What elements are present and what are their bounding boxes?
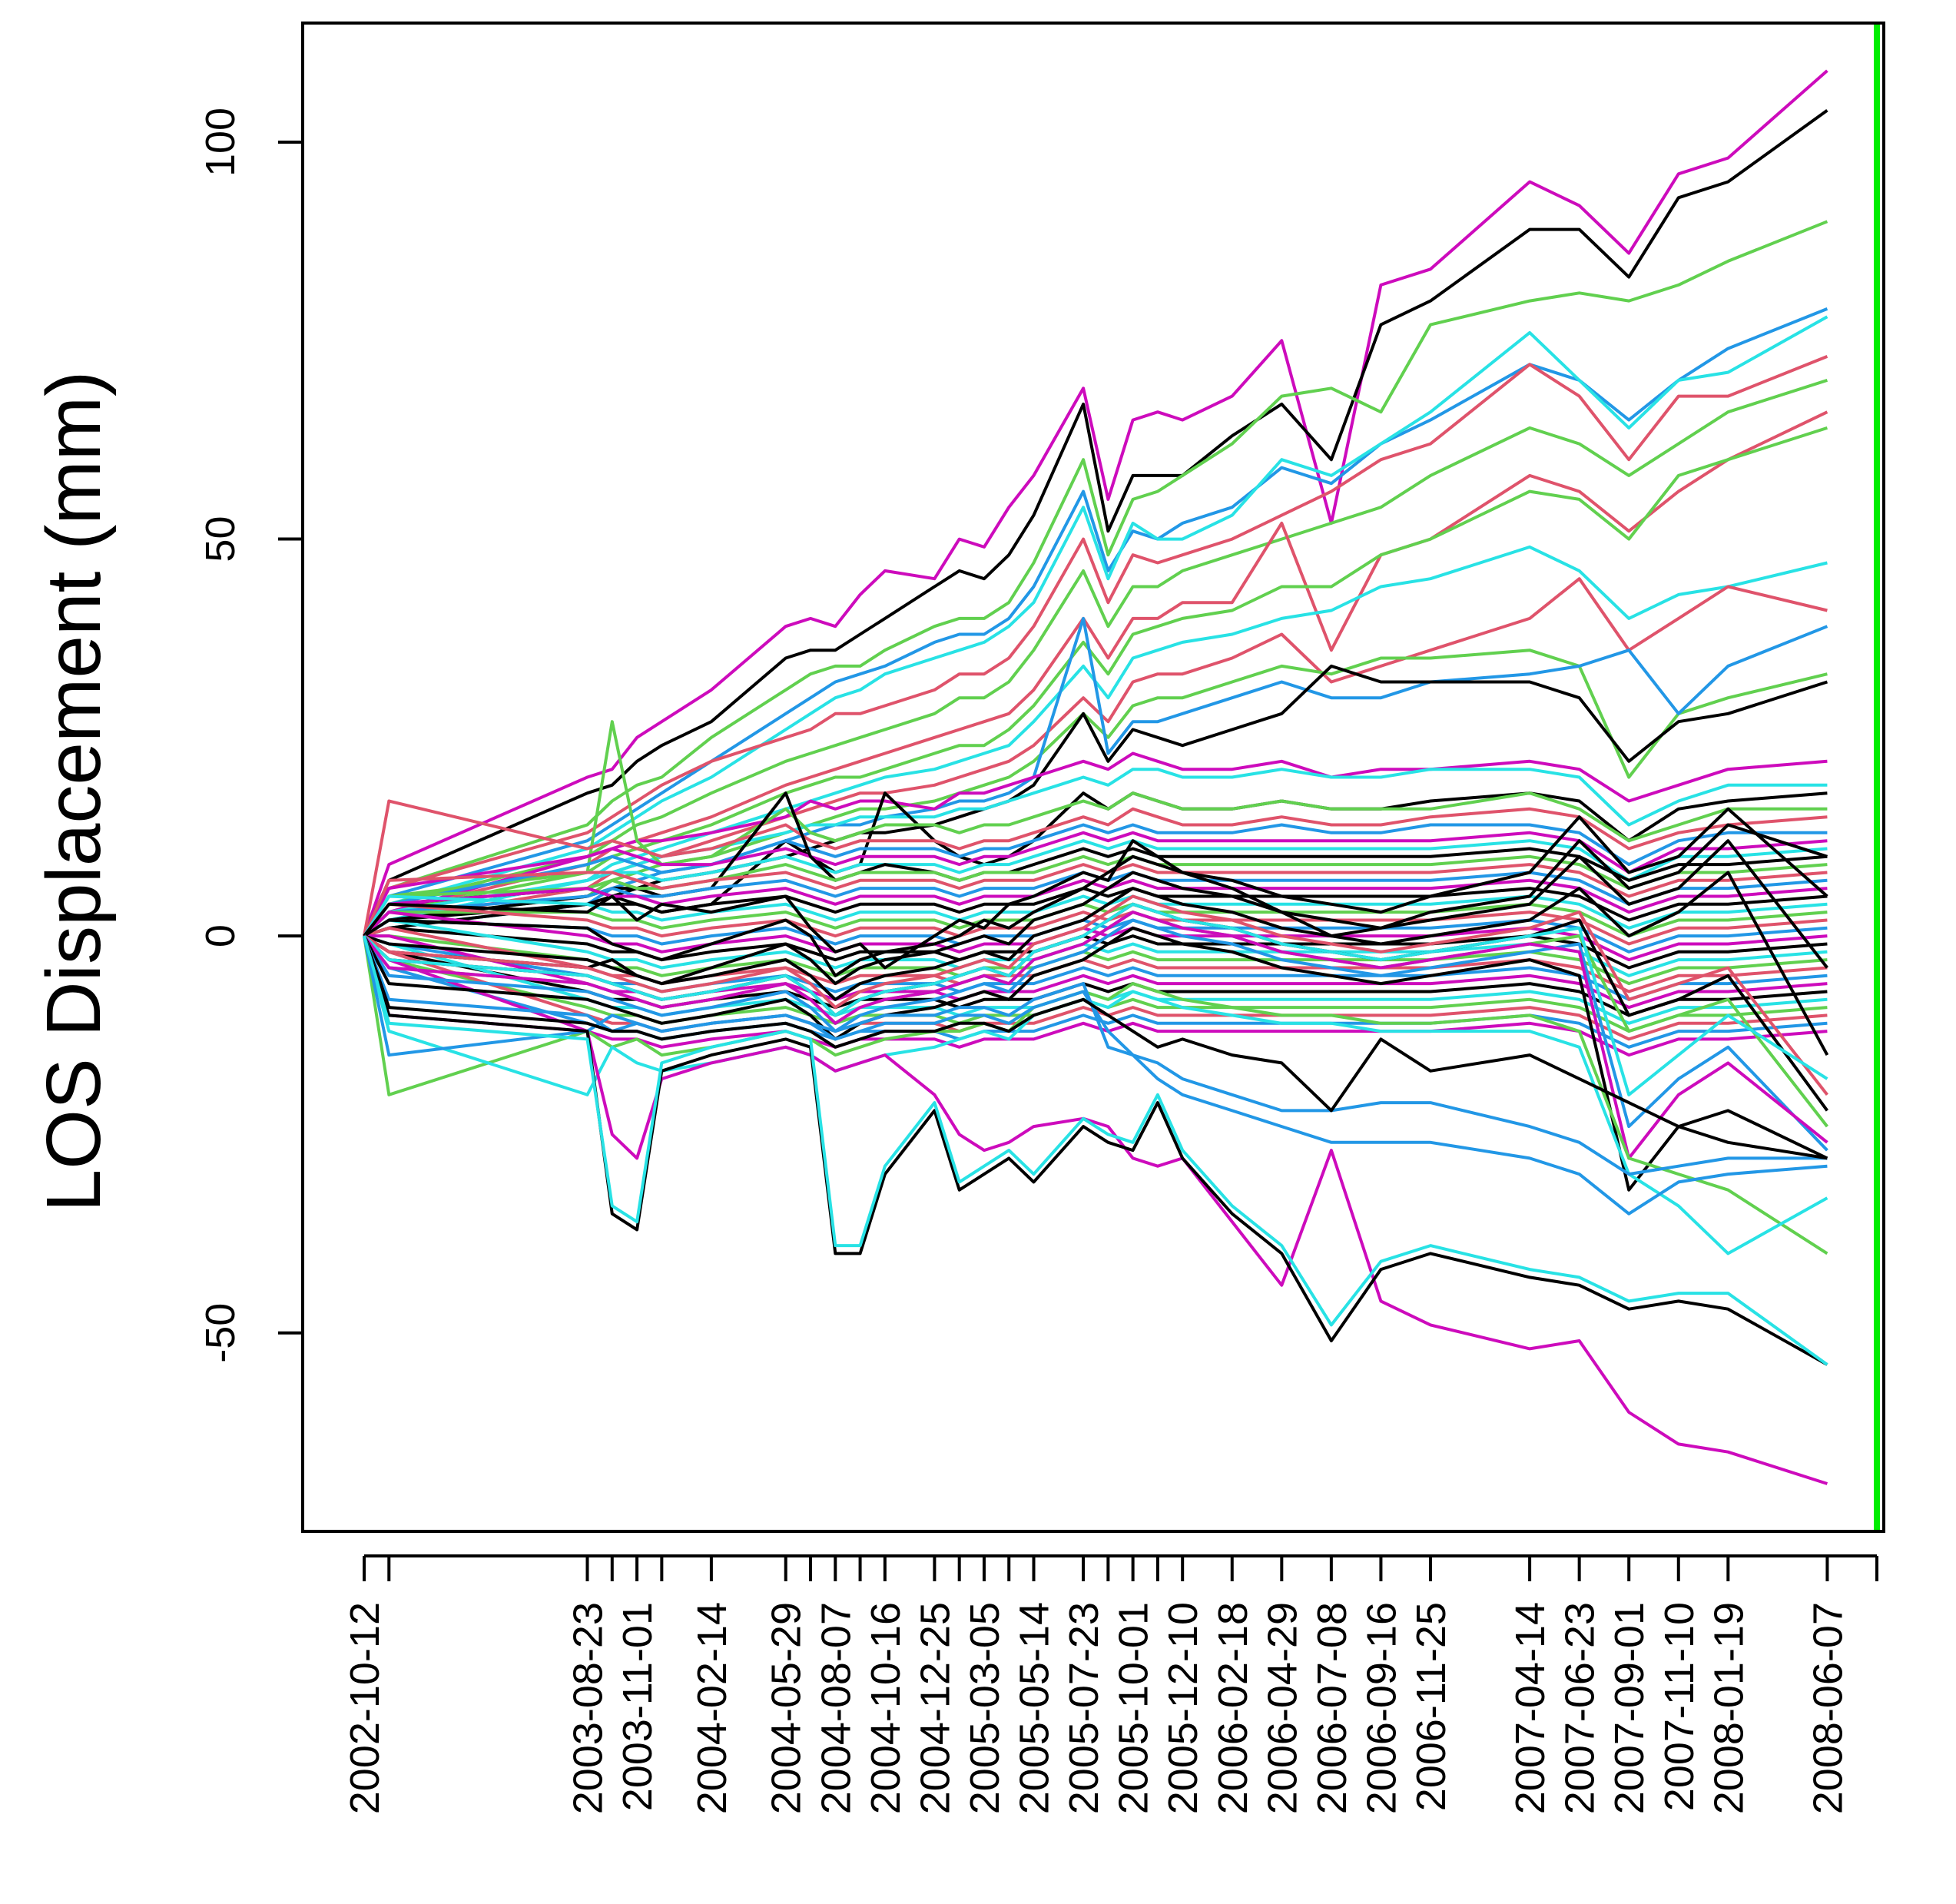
series-line-6 — [363, 355, 1828, 937]
series-line-8 — [363, 410, 1828, 937]
y-axis: -50 0 50 100 — [197, 108, 304, 1363]
y-tick-label: 50 — [197, 516, 244, 562]
x-tick-label: 2007-04-14 — [1507, 1602, 1553, 1814]
series-line-18 — [363, 720, 1828, 937]
series-line-49 — [363, 871, 1829, 1056]
series-line-31 — [363, 902, 1828, 946]
y-tick-label: 0 — [197, 924, 244, 947]
x-tick-label: 2006-11-25 — [1408, 1602, 1454, 1811]
x-tick-label: 2005-03-05 — [962, 1602, 1008, 1814]
x-tick-label: 2008-06-07 — [1805, 1602, 1851, 1814]
series-line-3 — [363, 220, 1828, 937]
series-line-61 — [363, 935, 1828, 1160]
series-line-21 — [363, 831, 1828, 937]
series-line-47 — [363, 807, 1828, 977]
x-tick-label: 2005-10-01 — [1111, 1602, 1157, 1814]
series-line-2 — [363, 108, 1828, 937]
x-tick-label: 2004-10-16 — [863, 1602, 909, 1814]
x-tick-label: 2002-10-12 — [342, 1602, 388, 1814]
series-line-7 — [363, 378, 1828, 937]
series-line-53 — [363, 902, 1828, 1096]
x-tick-label: 2008-01-19 — [1706, 1602, 1752, 1814]
x-tick-label: 2003-08-23 — [565, 1602, 612, 1814]
series-line-54 — [363, 918, 1828, 1152]
x-axis: 2002-10-12 2003-08-23 2003-11-01 2004-02-14… — [342, 1554, 1878, 1814]
series-line-15 — [363, 751, 1828, 937]
x-tick-label: 2004-08-07 — [813, 1602, 859, 1814]
x-tick-label: 2006-02-18 — [1210, 1602, 1256, 1814]
x-tick-label: 2004-02-14 — [689, 1602, 735, 1814]
series-line-60 — [363, 935, 1828, 1216]
series-line-45 — [363, 934, 1828, 1057]
series-line-64 — [363, 935, 1828, 1366]
series-line-56 — [363, 926, 1828, 1192]
series-line-25 — [363, 863, 1828, 937]
x-tick-label: 2004-12-25 — [912, 1602, 958, 1814]
x-tick-label: 2007-09-01 — [1606, 1602, 1653, 1814]
x-tick-label: 2005-05-14 — [1012, 1602, 1058, 1814]
series-line-26 — [363, 871, 1828, 937]
x-tick-label: 2005-12-10 — [1160, 1602, 1206, 1814]
series-line-63 — [363, 935, 1828, 1366]
x-tick-label: 2006-09-16 — [1358, 1602, 1404, 1814]
x-tick-label: 2004-05-29 — [764, 1602, 810, 1814]
series-line-1 — [363, 69, 1828, 937]
x-tick-label: 2007-06-23 — [1557, 1602, 1603, 1814]
series-line-5 — [363, 315, 1828, 937]
series-line-4 — [363, 307, 1828, 937]
series-line-20 — [363, 823, 1828, 937]
x-tick-label: 2003-11-01 — [615, 1602, 661, 1811]
series-line-22 — [363, 839, 1828, 937]
series-line-9 — [363, 426, 1828, 937]
series-line-48 — [363, 839, 1828, 986]
series-line-46 — [363, 823, 1828, 970]
series-line-28 — [363, 887, 1828, 937]
y-tick-label: 100 — [197, 108, 244, 177]
series-line-51 — [363, 894, 1828, 1096]
x-tick-label: 2005-07-23 — [1061, 1602, 1107, 1814]
series-layer — [363, 69, 1829, 1485]
x-tick-label: 2006-04-29 — [1259, 1602, 1305, 1814]
series-line-55 — [363, 911, 1828, 1160]
y-axis-label: LOS Displacement (mm) — [31, 371, 117, 1212]
x-tick-label: 2006-07-08 — [1309, 1602, 1355, 1814]
series-line-62 — [363, 935, 1828, 1485]
series-line-11 — [363, 577, 1828, 937]
series-line-19 — [363, 799, 1828, 937]
x-tick-label: 2007-11-10 — [1656, 1602, 1702, 1811]
series-line-10 — [363, 545, 1828, 937]
y-tick-label: -50 — [197, 1303, 244, 1363]
